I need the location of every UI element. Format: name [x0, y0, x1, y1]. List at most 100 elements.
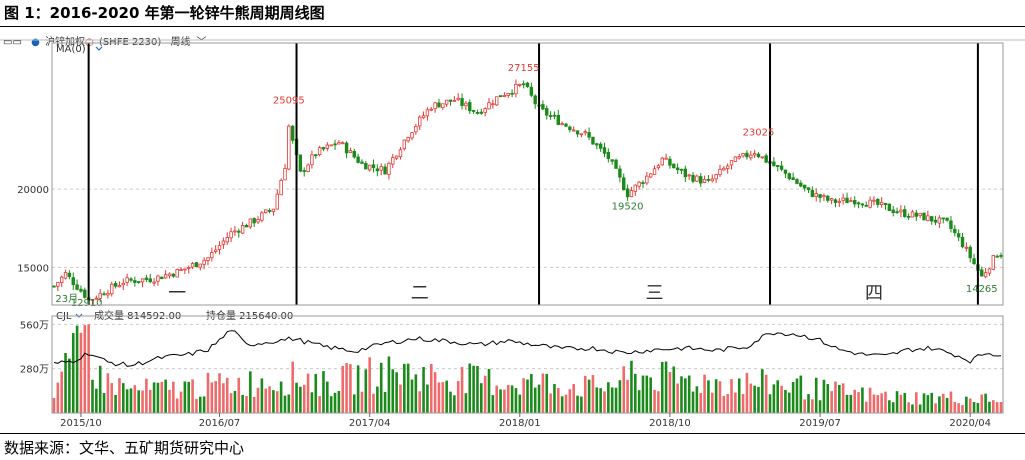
candle — [317, 145, 322, 157]
candle — [179, 267, 183, 271]
volume-bar — [322, 371, 325, 413]
volume-bar — [268, 386, 271, 413]
candle — [879, 196, 884, 208]
volume-tick-label: 560万 — [20, 320, 49, 331]
volume-bar — [364, 369, 368, 413]
candle — [745, 150, 749, 160]
volume-bar — [545, 373, 549, 413]
volume-bar — [256, 387, 260, 413]
volume-bar — [118, 378, 121, 413]
candle — [217, 241, 222, 255]
candle — [437, 98, 441, 108]
volume-bar — [83, 325, 87, 413]
candle — [829, 197, 834, 205]
candle — [314, 153, 318, 159]
volume-bar — [187, 381, 191, 413]
candle — [483, 107, 487, 117]
candle — [806, 187, 811, 193]
symbol-dot-icon: ● — [31, 37, 40, 48]
volume-bar — [741, 394, 745, 413]
candle — [737, 153, 741, 160]
volume-bar — [653, 389, 656, 413]
volume-bar — [295, 382, 298, 413]
volume-bar — [980, 394, 984, 413]
volume-bar — [503, 389, 506, 413]
candle — [645, 171, 649, 185]
volume-bar — [499, 389, 502, 413]
volume-bar — [915, 392, 918, 413]
candle — [999, 252, 1003, 259]
volume-bar — [198, 396, 202, 413]
volume-bar — [299, 386, 302, 413]
volume-bar — [764, 374, 768, 413]
candle — [625, 184, 630, 202]
bar-chart-icon[interactable]: ▭▭ — [3, 37, 22, 48]
candle — [691, 172, 695, 184]
candle — [995, 254, 999, 258]
volume-bar — [637, 390, 641, 413]
volume-bar — [87, 324, 90, 413]
volume-bar — [884, 391, 887, 413]
candle — [883, 202, 888, 210]
candle — [225, 232, 229, 245]
ma-label[interactable]: MA(0) — [56, 44, 86, 55]
volume-bar — [726, 394, 729, 413]
volume-bar — [645, 375, 649, 413]
ma-chevron-icon — [95, 46, 103, 51]
candle — [949, 216, 953, 233]
volume-bar — [160, 381, 164, 413]
volume-panel-frame — [51, 315, 1004, 414]
candle — [341, 141, 345, 145]
candle — [764, 153, 768, 164]
candle — [441, 103, 445, 111]
volume-bar — [761, 369, 764, 413]
candle — [552, 111, 557, 120]
volume-bar — [814, 377, 818, 413]
candle — [271, 208, 276, 216]
low-point-label: 19520 — [612, 202, 644, 213]
volume-bar — [91, 379, 94, 413]
candle — [864, 201, 868, 207]
candle — [714, 173, 718, 184]
volume-bar — [441, 382, 445, 413]
volume-bar — [283, 395, 287, 413]
candle — [980, 266, 984, 277]
candle — [183, 268, 187, 274]
volume-bar — [591, 375, 595, 413]
candle — [252, 217, 256, 227]
candle — [333, 139, 337, 150]
volume-bar — [302, 384, 306, 413]
volume-bar — [657, 391, 660, 413]
volume-bar — [553, 384, 556, 413]
volume-bar — [753, 385, 756, 413]
volume-bar — [822, 379, 826, 413]
volume-bar — [395, 372, 398, 413]
candle — [464, 101, 468, 111]
volume-bar — [106, 373, 110, 413]
candle — [914, 209, 919, 221]
candle — [52, 285, 56, 288]
volume-bar — [329, 396, 333, 413]
candle — [171, 273, 176, 278]
candle — [749, 150, 753, 161]
volume-bar — [649, 377, 652, 413]
volume-bar — [799, 375, 803, 413]
candle — [321, 146, 326, 152]
volume-bar — [526, 379, 529, 413]
volume-bar — [164, 379, 167, 413]
candle — [718, 164, 722, 177]
volume-bar — [714, 379, 718, 413]
candle — [248, 218, 253, 230]
volume-bar — [968, 398, 972, 413]
volume-bar — [483, 375, 487, 413]
candle — [63, 269, 68, 280]
volume-bar — [79, 332, 83, 413]
volume-bar — [102, 393, 106, 413]
volume-bar — [903, 393, 907, 413]
candle — [495, 96, 499, 106]
volume-bar — [252, 396, 256, 413]
volume-bar — [911, 404, 914, 413]
candle — [487, 98, 491, 110]
volume-bar — [680, 376, 683, 413]
candle — [240, 221, 245, 235]
